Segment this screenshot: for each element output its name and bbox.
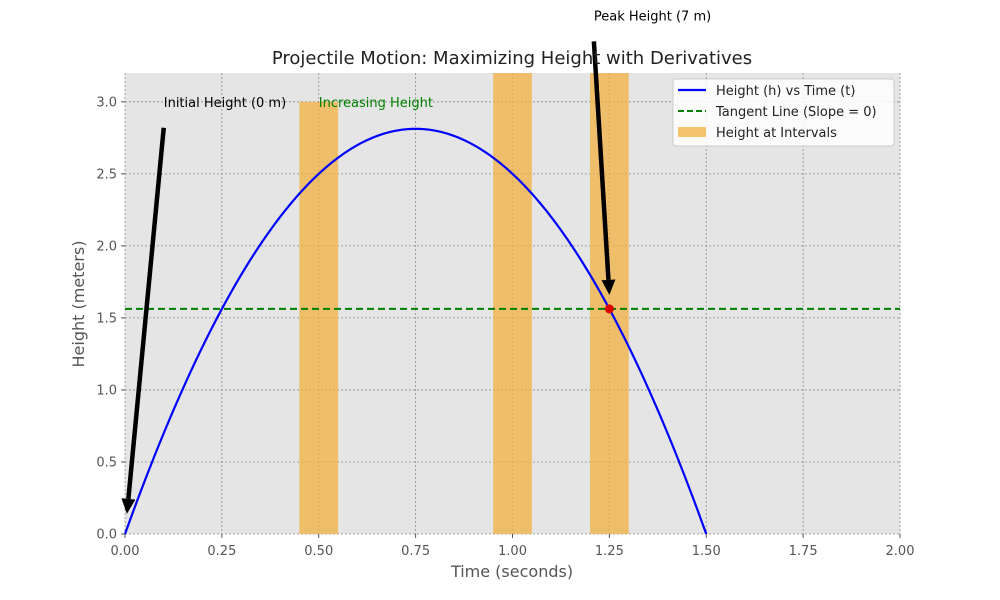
x-tick-label: 1.75 [789,544,818,559]
x-tick-label: 1.00 [498,544,527,559]
interval-bar [299,101,339,534]
chart-title: Projectile Motion: Maximizing Height wit… [272,48,752,69]
annotation-arrow-shaft [591,41,611,281]
x-tick-label: 0.75 [401,544,430,559]
interval-bar [493,73,532,534]
x-tick-label: 2.00 [886,544,915,559]
interval-bar [590,73,629,534]
y-tick-label: 1.5 [96,311,117,326]
y-axis-label: Height (meters) [69,241,88,368]
y-tick-label: 3.0 [96,95,117,110]
annotation-arrow-head [121,498,136,514]
x-tick-label: 0.00 [111,544,140,559]
annotation-arrow-shaft [126,127,166,500]
x-tick-label: 1.50 [692,544,721,559]
x-tick-label: 0.50 [304,544,333,559]
y-tick-label: 1.0 [96,383,117,398]
x-axis-label: Time (seconds) [450,562,573,581]
x-tick-label: 1.25 [595,544,624,559]
legend-label: Height at Intervals [716,126,837,141]
x-tick-label: 0.25 [207,544,236,559]
legend-label: Height (h) vs Time (t) [716,84,855,99]
y-tick-label: 2.5 [96,167,117,182]
annotation-label: Initial Height (0 m) [164,96,286,111]
y-tick-label: 0.5 [96,455,117,470]
annotation-label: Peak Height (7 m) [594,9,711,24]
legend-label: Tangent Line (Slope = 0) [715,105,877,120]
legend-box [672,78,895,147]
annotation-label: Increasing Height [319,96,433,111]
y-tick-label: 2.0 [96,239,117,254]
annotation-arrow-head [601,279,616,295]
marker-point [604,304,614,314]
y-tick-label: 0.0 [96,528,117,543]
legend-swatch-bars [678,127,706,137]
